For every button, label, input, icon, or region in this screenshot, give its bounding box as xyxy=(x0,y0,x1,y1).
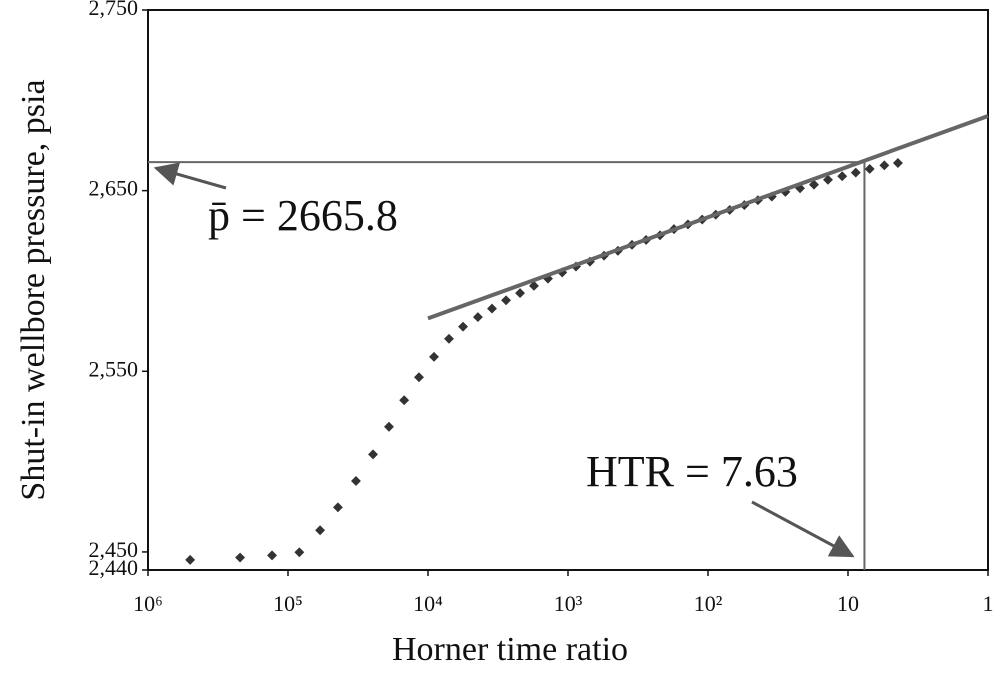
data-point xyxy=(864,164,875,174)
data-point xyxy=(850,167,861,178)
x-tick-label: 10⁴ xyxy=(413,591,443,616)
x-tick-label: 10⁵ xyxy=(273,591,303,616)
data-point xyxy=(529,280,539,291)
data-point xyxy=(809,179,819,190)
data-point xyxy=(399,395,410,406)
data-point xyxy=(429,351,439,362)
data-point xyxy=(458,321,468,332)
fit-line xyxy=(427,114,989,321)
average-pressure-label: p̄ = 2665.8 xyxy=(208,191,398,240)
y-tick-label: 2,650 xyxy=(89,176,139,201)
x-axis-title: Horner time ratio xyxy=(392,631,628,668)
y-tick-label: 2,450 xyxy=(89,537,139,562)
data-point xyxy=(368,449,378,460)
y-axis-title: Shut-in wellbore pressure, psia xyxy=(15,79,52,500)
y-tick-label: 2,750 xyxy=(89,0,139,20)
data-point xyxy=(487,303,497,314)
data-point xyxy=(294,547,305,558)
data-point xyxy=(823,174,833,185)
x-tick-label: 10⁶ xyxy=(133,591,163,616)
data-point xyxy=(332,502,343,513)
data-point xyxy=(414,372,424,383)
data-point xyxy=(185,554,196,565)
data-point xyxy=(351,475,361,486)
data-point xyxy=(837,171,848,182)
data-point xyxy=(315,525,326,536)
data-point xyxy=(892,158,903,168)
data-point xyxy=(384,421,394,432)
y-tick-label: 2,550 xyxy=(89,356,139,381)
x-tick-label: 1 xyxy=(983,591,994,616)
x-tick-label: 10³ xyxy=(554,591,583,616)
data-point xyxy=(515,288,526,299)
data-point xyxy=(267,550,277,561)
x-tick-label: 10 xyxy=(837,591,859,616)
x-tick-label: 10² xyxy=(694,591,723,616)
y-tick-label: 2,440 xyxy=(89,555,139,580)
data-point xyxy=(879,160,890,171)
data-point xyxy=(444,333,454,344)
arrow xyxy=(751,500,855,558)
data-point xyxy=(235,552,246,563)
plot-frame xyxy=(147,9,989,571)
htr-label: HTR = 7.63 xyxy=(586,447,798,496)
data-point xyxy=(501,295,512,306)
data-point xyxy=(472,312,483,323)
arrow xyxy=(153,162,227,190)
